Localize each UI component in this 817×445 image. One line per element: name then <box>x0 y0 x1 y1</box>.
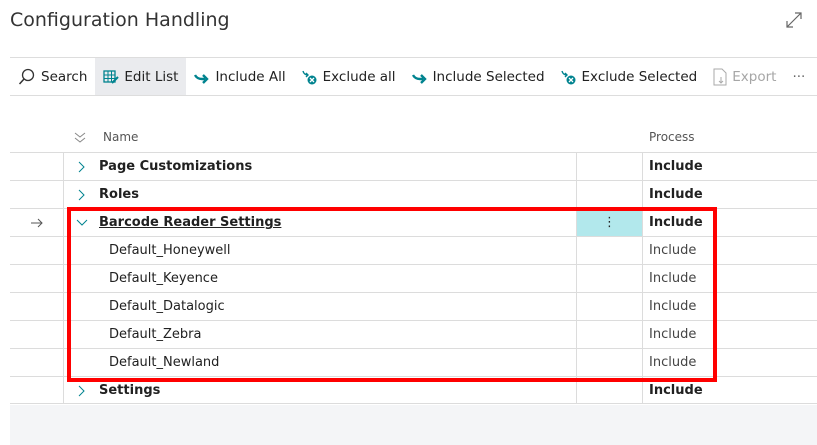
edit-list-icon <box>103 69 120 84</box>
collapse-all-icon[interactable] <box>74 132 86 144</box>
row-process[interactable]: Include <box>649 187 703 202</box>
row-menu-icon[interactable]: ⋮ <box>603 215 616 230</box>
exclude-icon <box>301 70 317 84</box>
chevron-right-icon[interactable] <box>76 161 88 173</box>
exclude-all-button[interactable]: Exclude all <box>294 58 404 95</box>
search-icon <box>18 68 35 85</box>
row-menu-cell[interactable] <box>577 153 643 180</box>
row-menu-cell[interactable] <box>577 181 643 208</box>
exclude-icon <box>560 70 576 84</box>
row-indicator[interactable] <box>10 377 64 404</box>
table-header: Name Process <box>10 125 817 152</box>
table-row[interactable]: Default_Keyence Include <box>10 264 817 292</box>
row-indicator[interactable] <box>10 349 64 376</box>
export-icon <box>713 68 727 85</box>
row-indicator[interactable] <box>10 181 64 208</box>
table-row[interactable]: Page Customizations Include <box>10 152 817 180</box>
row-process[interactable]: Include <box>649 215 703 230</box>
chevron-down-icon[interactable] <box>76 217 88 229</box>
include-all-button[interactable]: Include All <box>186 58 293 95</box>
table-row[interactable]: Barcode Reader Settings ⋮ Include <box>10 208 817 236</box>
row-menu-cell[interactable] <box>577 349 643 376</box>
edit-list-button[interactable]: Edit List <box>95 58 187 95</box>
include-selected-button[interactable]: Include Selected <box>404 58 553 95</box>
row-name[interactable]: Default_Zebra <box>109 327 202 342</box>
row-process[interactable]: Include <box>649 383 703 398</box>
search-button[interactable]: Search <box>10 58 95 95</box>
table-row[interactable]: Roles Include <box>10 180 817 208</box>
row-menu-cell[interactable]: ⋮ <box>577 209 643 236</box>
export-button[interactable]: Export <box>705 58 784 95</box>
row-indicator[interactable] <box>10 321 64 348</box>
row-indicator[interactable] <box>10 153 64 180</box>
row-name[interactable]: Default_Keyence <box>109 271 218 286</box>
empty-area <box>10 405 817 445</box>
row-indicator[interactable] <box>10 265 64 292</box>
row-menu-cell[interactable] <box>577 293 643 320</box>
row-process[interactable]: Include <box>649 327 697 342</box>
page-title: Configuration Handling <box>10 9 230 31</box>
chevron-right-icon[interactable] <box>76 189 88 201</box>
row-indicator[interactable] <box>10 237 64 264</box>
exclude-selected-button[interactable]: Exclude Selected <box>553 58 706 95</box>
row-name[interactable]: Default_Honeywell <box>109 243 231 258</box>
row-name[interactable]: Barcode Reader Settings <box>99 215 282 230</box>
arrow-right-icon <box>30 218 43 227</box>
row-menu-cell[interactable] <box>577 237 643 264</box>
row-process[interactable]: Include <box>649 243 697 258</box>
column-header-name[interactable]: Name <box>103 130 139 144</box>
row-menu-cell[interactable] <box>577 377 643 404</box>
row-process[interactable]: Include <box>649 355 697 370</box>
configuration-table: Page Customizations Include Roles Includ… <box>10 152 817 404</box>
column-header-process[interactable]: Process <box>649 130 695 144</box>
arrow-right-icon <box>411 73 427 84</box>
row-menu-cell[interactable] <box>577 321 643 348</box>
row-menu-cell[interactable] <box>577 265 643 292</box>
row-name[interactable]: Settings <box>99 383 161 398</box>
table-row[interactable]: Default_Datalogic Include <box>10 292 817 320</box>
row-process[interactable]: Include <box>649 159 703 174</box>
expand-icon[interactable] <box>784 10 804 30</box>
table-row[interactable]: Default_Honeywell Include <box>10 236 817 264</box>
row-indicator[interactable] <box>10 293 64 320</box>
row-name[interactable]: Default_Newland <box>109 355 220 370</box>
row-process[interactable]: Include <box>649 271 697 286</box>
row-name[interactable]: Page Customizations <box>99 159 253 174</box>
row-name[interactable]: Roles <box>99 187 139 202</box>
chevron-right-icon[interactable] <box>76 385 88 397</box>
table-row[interactable]: Settings Include <box>10 376 817 404</box>
action-bar: Search Edit List Include All Exclude all… <box>10 57 817 96</box>
more-options-button[interactable]: ··· <box>792 68 806 85</box>
table-row[interactable]: Default_Newland Include <box>10 348 817 376</box>
row-indicator[interactable] <box>10 209 64 236</box>
row-process[interactable]: Include <box>649 299 697 314</box>
arrow-right-icon <box>194 73 210 84</box>
table-row[interactable]: Default_Zebra Include <box>10 320 817 348</box>
row-name[interactable]: Default_Datalogic <box>109 299 225 314</box>
